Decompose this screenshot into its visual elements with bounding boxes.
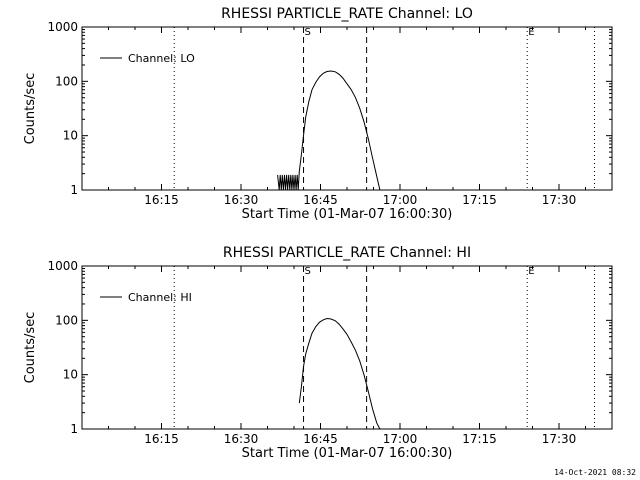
- x-tick-label: 16:45: [303, 193, 338, 207]
- x-tick-label: 17:15: [462, 193, 497, 207]
- y-tick-label: 1000: [47, 20, 78, 34]
- y-axis-label: Counts/sec: [23, 312, 38, 384]
- x-tick-label: 17:30: [542, 432, 577, 446]
- x-tick-label: 17:00: [383, 193, 418, 207]
- chart-title: RHESSI PARTICLE_RATE Channel: HI: [223, 245, 471, 261]
- y-axis-label: Counts/sec: [23, 73, 38, 145]
- y-tick-label: 100: [55, 74, 78, 88]
- chart-title: RHESSI PARTICLE_RATE Channel: LO: [221, 6, 473, 22]
- x-tick-label: 16:30: [224, 193, 259, 207]
- chart-panel-2: RHESSI PARTICLE_RATE Channel: HI S E 16:15 1…: [23, 245, 613, 461]
- x-tick-label: 16:45: [303, 432, 338, 446]
- y-tick-label: 1: [70, 183, 78, 197]
- x-tick-label: 17:30: [542, 193, 577, 207]
- marker-label: S: [305, 266, 311, 277]
- x-tick-label: 16:30: [224, 432, 259, 446]
- y-tick-label: 100: [55, 313, 78, 327]
- legend-label: Channel: LO: [128, 52, 195, 65]
- x-tick-label: 17:15: [462, 432, 497, 446]
- chart-panel-1: RHESSI PARTICLE_RATE Channel: LO S E 16:15 1…: [23, 6, 613, 222]
- y-tick-label: 1: [70, 422, 78, 436]
- marker-label: S: [305, 27, 311, 38]
- series-line-1: [298, 317, 381, 430]
- y-tick-label: 10: [63, 368, 78, 382]
- marker-label: E: [528, 27, 534, 38]
- x-tick-label: 16:15: [144, 432, 179, 446]
- x-tick-label: 17:00: [383, 432, 418, 446]
- y-tick-label: 1000: [47, 259, 78, 273]
- x-axis-label: Start Time (01-Mar-07 16:00:30): [242, 207, 453, 222]
- x-axis-label: Start Time (01-Mar-07 16:00:30): [242, 446, 453, 461]
- footer-timestamp: 14-Oct-2021 08:32: [554, 468, 636, 477]
- series-line-1: [277, 70, 381, 191]
- x-tick-label: 16:15: [144, 193, 179, 207]
- legend-label: Channel: HI: [128, 291, 192, 304]
- y-tick-label: 10: [63, 129, 78, 143]
- marker-label: E: [528, 266, 534, 277]
